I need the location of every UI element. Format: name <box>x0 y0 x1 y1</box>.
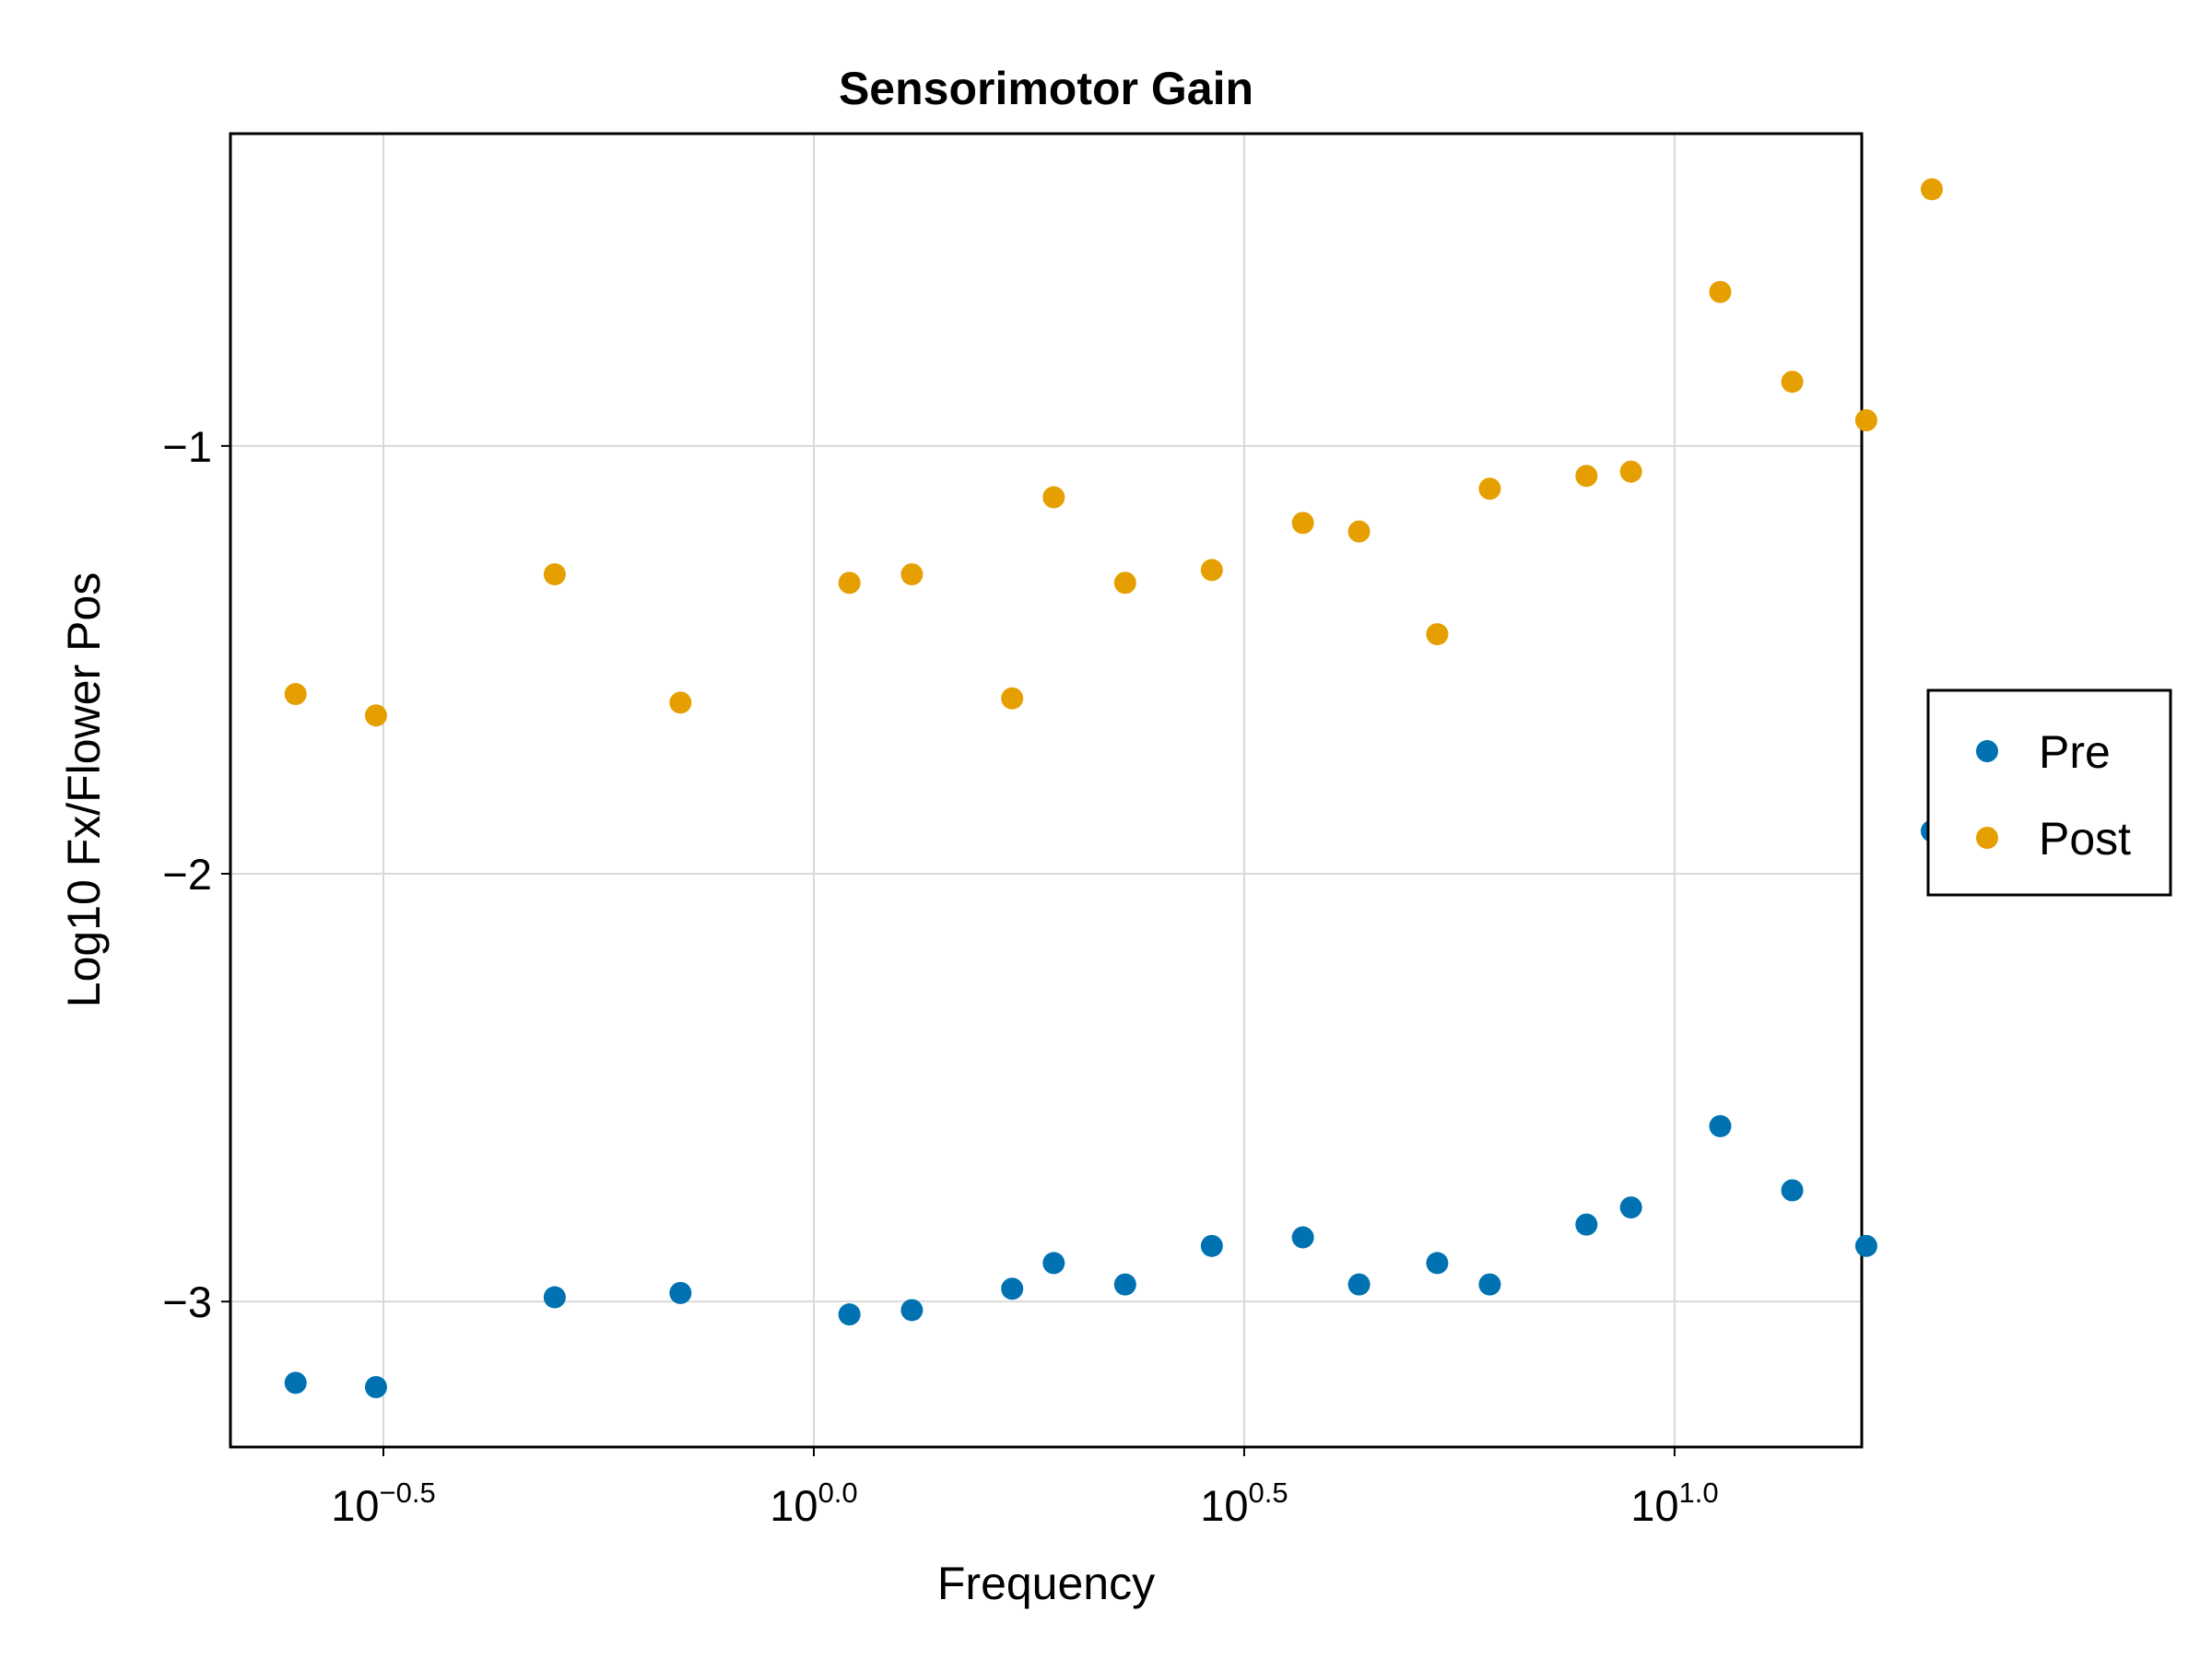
data-point-pre <box>1781 1179 1804 1202</box>
data-point-post <box>1478 477 1501 500</box>
plot-frame <box>229 132 1864 1449</box>
data-point-post <box>1001 687 1024 710</box>
data-points <box>284 178 1943 1399</box>
data-point-post <box>1347 520 1371 543</box>
data-point-post <box>364 704 387 727</box>
data-point-pre <box>1001 1277 1024 1300</box>
data-point-post <box>1113 571 1136 594</box>
data-point-pre <box>543 1286 566 1309</box>
series-pre <box>284 819 1943 1399</box>
data-point-post <box>1854 408 1877 431</box>
data-point-pre <box>284 1371 307 1394</box>
x-tick-label: 101.0 <box>1630 1477 1718 1530</box>
data-point-pre <box>1200 1234 1223 1257</box>
data-point-post <box>838 571 861 594</box>
data-point-post <box>669 691 692 714</box>
data-point-post <box>543 563 566 586</box>
y-tick-label: −3 <box>162 1277 212 1326</box>
data-point-pre <box>1478 1273 1501 1296</box>
data-point-post <box>1781 371 1804 394</box>
data-point-post <box>1575 465 1598 488</box>
data-point-post <box>284 683 307 706</box>
x-tick-label: 10−0.5 <box>331 1477 435 1530</box>
y-tick-label: −1 <box>162 422 212 471</box>
legend-label-post: Post <box>2039 813 2131 865</box>
x-tick-label: 100.5 <box>1200 1477 1288 1530</box>
data-point-pre <box>669 1281 692 1304</box>
data-point-pre <box>838 1303 861 1326</box>
data-point-pre <box>1854 1234 1877 1257</box>
data-point-pre <box>900 1299 924 1322</box>
data-point-post <box>1426 623 1449 646</box>
x-tick-label: 100.0 <box>770 1477 857 1530</box>
data-point-pre <box>1619 1196 1642 1219</box>
data-point-pre <box>1042 1252 1065 1275</box>
chart-title: Sensorimotor Gain <box>839 63 1253 114</box>
data-point-pre <box>1347 1273 1371 1296</box>
legend-items: Pre Post <box>1976 726 2131 865</box>
series-post <box>284 178 1943 727</box>
data-point-pre <box>1575 1213 1598 1236</box>
data-point-post <box>1619 460 1642 483</box>
axis-ticks: 10−0.5 100.0 100.5 101.0 −1 −2 −3 <box>162 422 1718 1530</box>
data-point-post <box>1291 512 1314 535</box>
legend-marker-pre <box>1976 740 1998 762</box>
data-point-pre <box>1113 1273 1136 1296</box>
data-point-post <box>1042 486 1065 509</box>
data-point-pre <box>364 1376 387 1399</box>
legend-marker-post <box>1976 827 1998 849</box>
data-point-post <box>1200 559 1223 582</box>
x-axis-label: Frequency <box>937 1558 1155 1609</box>
legend-frame <box>1926 688 2172 897</box>
y-tick-label: −2 <box>162 850 212 899</box>
data-point-pre <box>1291 1226 1314 1249</box>
data-point-post <box>1920 178 1943 201</box>
data-point-pre <box>1426 1252 1449 1275</box>
data-point-post <box>900 563 924 586</box>
y-axis-label: Log10 Fx/Flower Pos <box>58 572 110 1007</box>
legend-label-pre: Pre <box>2039 726 2111 778</box>
legend: Pre Post <box>1926 688 2172 897</box>
grid-lines <box>230 134 1862 1447</box>
data-point-pre <box>1709 1114 1732 1137</box>
data-point-post <box>1709 280 1732 303</box>
